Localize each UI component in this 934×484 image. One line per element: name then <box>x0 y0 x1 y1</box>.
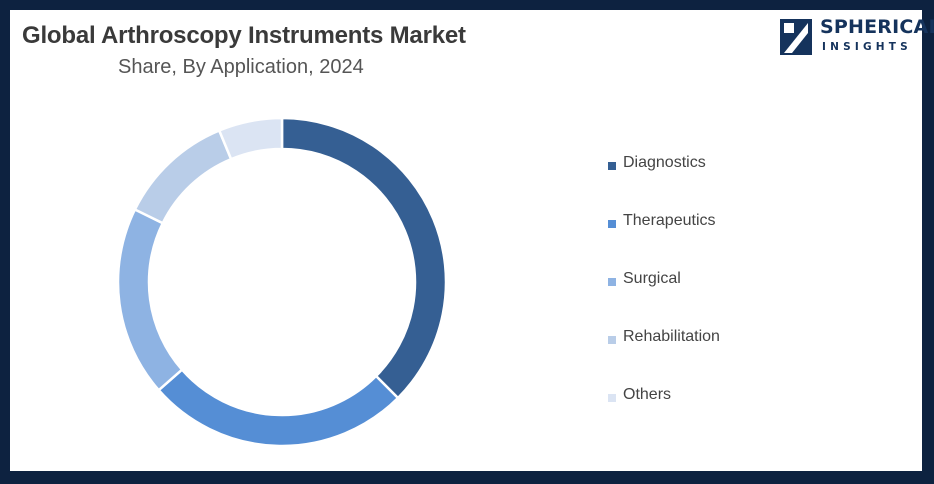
legend-item-therapeutics: Therapeutics <box>608 212 720 270</box>
legend-label: Diagnostics <box>623 154 706 171</box>
spherical-insights-logo: SPHERICAL INSIGHTS <box>780 16 934 58</box>
legend-item-others: Others <box>608 386 720 444</box>
legend-item-surgical: Surgical <box>608 270 720 328</box>
legend-item-rehabilitation: Rehabilitation <box>608 328 720 386</box>
chart-subtitle: Share, By Application, 2024 <box>118 56 364 78</box>
donut-slice-surgical <box>116 207 184 392</box>
legend-swatch <box>608 162 616 170</box>
legend-swatch <box>608 336 616 344</box>
logo-text-secondary: INSIGHTS <box>822 41 912 53</box>
chart-title: Global Arthroscopy Instruments Market <box>22 22 466 49</box>
legend-label: Others <box>623 386 672 403</box>
donut-slice-therapeutics <box>156 367 400 448</box>
chart-card: Global Arthroscopy Instruments Market Sh… <box>10 10 934 471</box>
legend-swatch <box>608 220 616 228</box>
logo-text-primary: SPHERICAL <box>820 16 934 38</box>
legend-swatch <box>608 278 616 286</box>
legend-swatch <box>608 394 616 402</box>
legend-label: Rehabilitation <box>623 328 720 345</box>
logo-mark-icon <box>780 19 812 55</box>
donut-chart <box>116 116 448 448</box>
legend-label: Surgical <box>623 270 681 287</box>
donut-slice-others <box>217 116 284 161</box>
legend-item-diagnostics: Diagnostics <box>608 154 720 212</box>
donut-slice-rehabilitation <box>133 128 233 225</box>
donut-slice-diagnostics <box>280 116 448 400</box>
chart-legend: Diagnostics Therapeutics Surgical Rehabilit… <box>608 154 720 444</box>
legend-label: Therapeutics <box>623 212 716 229</box>
